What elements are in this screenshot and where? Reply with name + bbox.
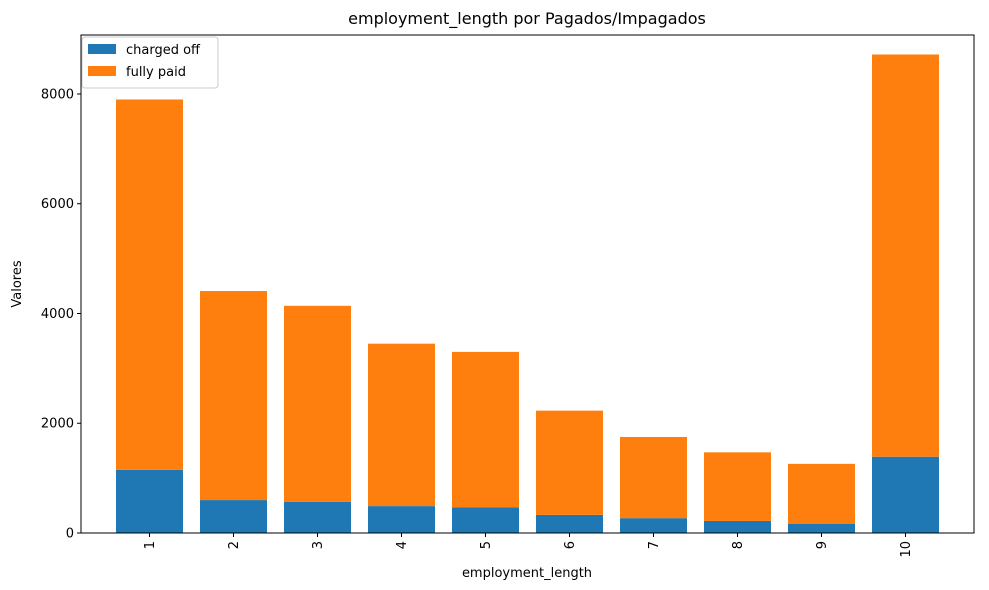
bar-fully-paid-6 [536, 410, 603, 515]
y-axis-label: Valores [10, 260, 25, 307]
legend: charged off fully paid [81, 36, 219, 89]
bar-charged-off-3 [284, 501, 351, 533]
bar-fully-paid-4 [368, 343, 435, 507]
x-tick-label-6: 6 [563, 541, 578, 549]
y-tick-label-2000: 2000 [41, 417, 74, 432]
x-tick-label-9: 9 [815, 541, 830, 549]
bar-charged-off-8 [704, 520, 771, 533]
bar-fully-paid-7 [620, 436, 687, 519]
x-tick-label-4: 4 [395, 541, 410, 549]
y-tick-label-4000: 4000 [41, 307, 74, 322]
legend-swatch-charged-off [88, 44, 116, 54]
bar-charged-off-2 [200, 500, 267, 533]
bar-fully-paid-8 [704, 452, 771, 521]
bar-charged-off-1 [116, 469, 183, 533]
plot-area-frame [80, 34, 975, 534]
y-tick-label-8000: 8000 [41, 87, 74, 102]
bar-fully-paid-9 [788, 463, 855, 524]
x-tick-label-10: 10 [899, 541, 914, 558]
x-axis-label: employment_length [462, 566, 592, 581]
bar-charged-off-4 [368, 506, 435, 533]
bar-charged-off-5 [452, 507, 519, 533]
legend-label-fully-paid: fully paid [126, 65, 186, 80]
x-tick-label-8: 8 [731, 541, 746, 549]
legend-label-charged-off: charged off [126, 43, 201, 58]
x-tick-label-7: 7 [647, 541, 662, 549]
x-axis-ticks: 1 2 3 4 5 6 7 8 9 10 [143, 533, 914, 558]
bar-fully-paid-3 [284, 305, 351, 502]
bar-fully-paid-10 [872, 54, 939, 457]
bar-charged-off-7 [620, 518, 687, 533]
bar-fully-paid-5 [452, 351, 519, 508]
bar-charged-off-6 [536, 514, 603, 533]
bar-charged-off-10 [872, 456, 939, 533]
bar-charged-off-9 [788, 523, 855, 533]
x-tick-label-5: 5 [479, 541, 494, 549]
y-tick-label-6000: 6000 [41, 197, 74, 212]
x-tick-label-3: 3 [311, 541, 326, 549]
bar-fully-paid-2 [200, 291, 267, 501]
y-axis-ticks: 0 2000 4000 6000 8000 [41, 87, 81, 542]
legend-swatch-fully-paid [88, 66, 116, 76]
y-tick-label-0: 0 [66, 527, 74, 542]
bars-layer [116, 54, 939, 533]
chart-title: employment_length por Pagados/Impagados [348, 9, 706, 29]
x-tick-label-1: 1 [143, 541, 158, 549]
x-tick-label-2: 2 [227, 541, 242, 549]
bar-fully-paid-1 [116, 99, 183, 470]
